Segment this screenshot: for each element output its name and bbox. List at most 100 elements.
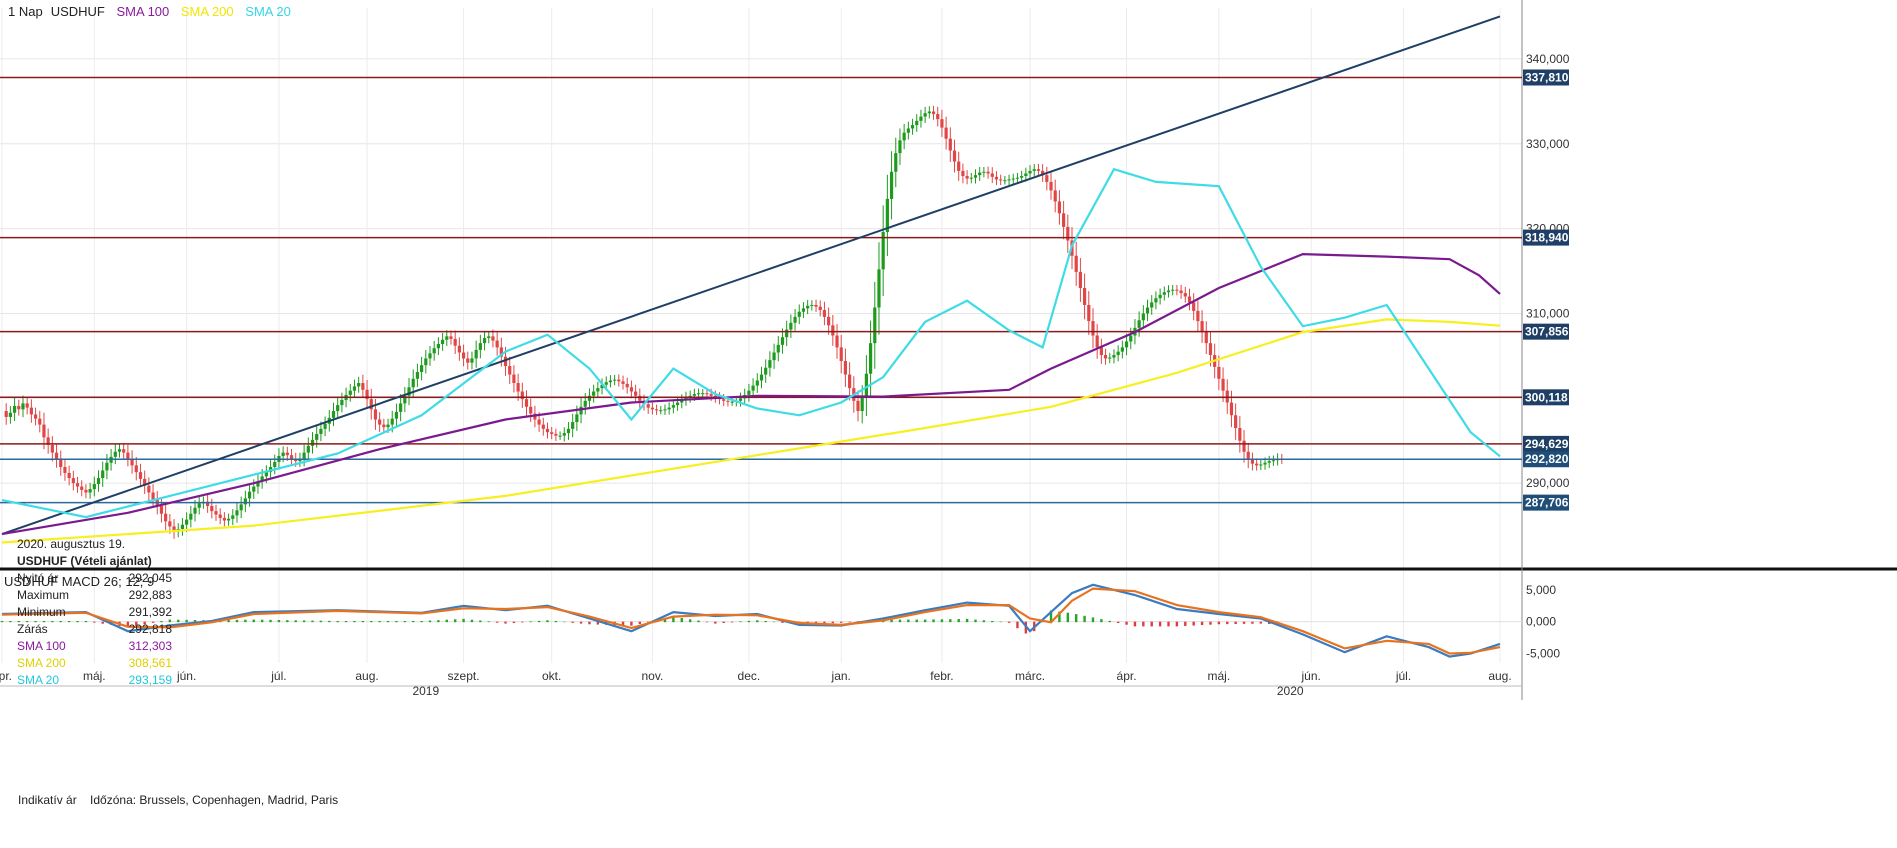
macd-histogram-bar: [487, 621, 490, 623]
candle-body: [436, 344, 440, 349]
macd-histogram-bar: [403, 620, 407, 623]
legend-sma200[interactable]: SMA 200: [180, 4, 234, 19]
candle-body: [940, 119, 944, 128]
candle-body: [1003, 180, 1007, 182]
candle-body: [654, 409, 659, 411]
macd-histogram-bar: [579, 621, 583, 624]
macd-histogram-bar: [504, 621, 507, 624]
candle-body: [1024, 173, 1028, 176]
candle-body: [822, 310, 827, 317]
macd-histogram-bar: [1209, 621, 1212, 625]
candle-body: [42, 424, 46, 438]
candle-body: [1221, 378, 1225, 391]
macd-histogram-bar: [93, 621, 96, 623]
candle-body: [1238, 428, 1242, 441]
candle-body: [885, 198, 889, 232]
candle-body: [25, 403, 29, 408]
candle-body: [365, 389, 369, 400]
x-year-label: 2019: [412, 684, 439, 698]
candle-body: [562, 433, 566, 436]
x-tick-label: máj.: [83, 669, 106, 683]
macd-y-tick-label: 0,000: [1526, 615, 1556, 629]
level-tag-label: 337,810: [1525, 70, 1569, 84]
info-row-value: 292,818: [128, 622, 172, 636]
candle-body: [281, 452, 285, 456]
candle-body: [1175, 289, 1179, 291]
candle-body: [1271, 460, 1276, 462]
candle-body: [680, 400, 684, 403]
macd-histogram-bar: [1116, 621, 1120, 624]
x-tick-label: ápr.: [1117, 669, 1137, 683]
candle-body: [63, 467, 67, 473]
candle-body: [864, 373, 868, 398]
y-tick-label: 290,000: [1526, 476, 1570, 490]
macd-histogram-bar: [1007, 621, 1011, 623]
footer: Indikatív ár Időzóna: Brussels, Copenhag…: [18, 793, 348, 807]
candle-body: [1208, 343, 1213, 356]
candle-body: [768, 360, 772, 368]
macd-histogram-bar: [781, 621, 784, 623]
candle-body: [92, 484, 96, 490]
candle-body: [84, 489, 88, 493]
candle-body: [910, 125, 915, 129]
candle-body: [659, 410, 663, 412]
candle-body: [675, 402, 680, 406]
candle-body: [545, 428, 550, 433]
macd-histogram-bar: [957, 619, 960, 623]
x-tick-label: febr.: [930, 669, 953, 683]
candle-body: [797, 311, 801, 317]
candle-body: [151, 492, 155, 500]
candle-body: [134, 465, 138, 473]
candle-body: [1120, 347, 1124, 352]
macd-y-tick-label: -5,000: [1526, 646, 1560, 660]
candle-body: [944, 127, 948, 139]
macd-histogram-bar: [915, 619, 918, 623]
candle-body: [1129, 335, 1133, 342]
candle-body: [1263, 462, 1267, 465]
candle-body: [235, 510, 239, 516]
candle-body: [147, 485, 151, 493]
macd-histogram-bar: [1251, 621, 1254, 624]
candle-body: [1196, 310, 1200, 322]
candle-body: [701, 393, 705, 395]
macd-histogram-bar: [386, 620, 390, 623]
x-tick-label: nov.: [641, 669, 663, 683]
interval-label[interactable]: 1 Nap: [8, 4, 43, 19]
candle-body: [722, 399, 726, 401]
candle-body: [1015, 177, 1020, 179]
macd-histogram-bar: [1108, 620, 1111, 623]
symbol-label: USDHUF: [50, 4, 105, 19]
candle-body: [856, 400, 860, 412]
info-row-label: Maximum: [17, 588, 70, 602]
candle-body: [537, 419, 541, 425]
candle-body: [432, 348, 436, 354]
candle-body: [990, 173, 994, 177]
candle-body: [499, 347, 503, 357]
candle-body: [1082, 288, 1087, 305]
info-row-label: SMA 200: [17, 656, 66, 670]
candle-body: [361, 383, 365, 390]
x-year-label: 2020: [1277, 684, 1304, 698]
legend-sma20[interactable]: SMA 20: [245, 4, 291, 19]
legend-sma100[interactable]: SMA 100: [116, 4, 170, 19]
candle-body: [931, 111, 936, 115]
candle-body: [1259, 464, 1263, 466]
candle-body: [625, 383, 629, 388]
macd-histogram-bar: [680, 618, 683, 623]
macd-histogram-bar: [688, 619, 692, 623]
macd-histogram-bar: [663, 618, 667, 623]
candle-body: [189, 513, 193, 520]
candle-body: [80, 486, 84, 490]
candle-body: [785, 329, 789, 338]
candle-body: [130, 458, 134, 466]
level-tag-label: 318,940: [1525, 231, 1569, 245]
candle-body: [1045, 175, 1049, 182]
candle-body: [210, 506, 214, 512]
macd-histogram-bar: [168, 619, 172, 623]
candle-body: [369, 399, 373, 410]
macd-histogram-bar: [302, 620, 306, 623]
candle-body: [331, 411, 336, 418]
candle-body: [629, 387, 634, 392]
macd-histogram-bar: [1175, 621, 1179, 627]
